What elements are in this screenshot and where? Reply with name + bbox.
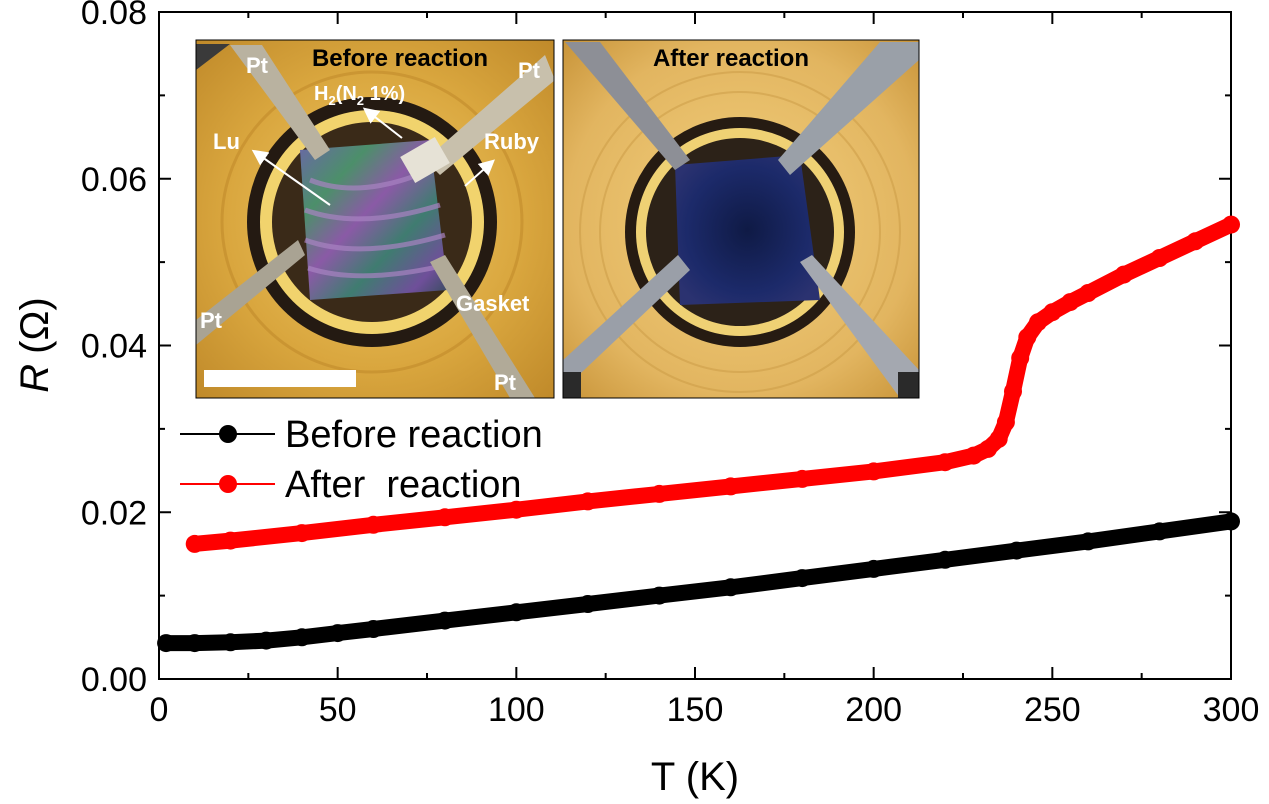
data-point [936,550,955,569]
data-point [435,508,454,527]
y-tick-label: 0.08 [81,0,147,32]
x-tick-label: 50 [319,691,357,729]
inset-after-frame [562,39,920,399]
x-tick-label: 300 [1203,691,1260,729]
data-point [864,462,883,481]
legend: Before reaction After reaction [180,414,543,506]
inset-label-pt-top-left: Pt [246,53,269,78]
x-tick-label: 150 [667,691,724,729]
data-point [1150,522,1169,541]
data-point [1222,512,1240,531]
inset-label-ruby: Ruby [484,129,540,154]
inset-label-pt-bottom-right: Pt [494,370,517,395]
series-before-reaction [157,512,1240,653]
data-point [507,500,526,519]
data-point [364,620,383,638]
inset-before-title: Before reaction [312,45,488,72]
y-axis-unit: (Ω) [13,297,57,354]
data-point [996,413,1015,432]
inset-label-pt-bottom-left: Pt [200,308,223,333]
inset-before-frame [195,39,555,399]
y-tick-label: 0.04 [81,328,147,366]
series-after-reaction [185,215,1240,553]
y-axis-title: R (Ω) [13,297,57,392]
data-point [1061,293,1080,312]
inset-after-reaction [563,40,919,398]
x-tick-label: 250 [1024,691,1081,729]
data-point [185,634,204,653]
data-point [989,429,1008,448]
inset-label-lu: Lu [213,129,240,154]
inset-after-title: After reaction [653,45,809,72]
data-point [721,477,740,496]
data-point [221,531,240,550]
data-point [793,569,812,588]
data-point [1004,382,1022,401]
data-point [1079,532,1098,551]
data-point [292,628,311,647]
data-point [1007,541,1026,560]
series-line [158,513,1239,652]
data-point [1011,349,1030,367]
data-point [507,603,526,622]
legend-label-after: After reaction [285,464,522,506]
data-point [435,611,454,630]
y-tick-label: 0.06 [81,161,147,199]
x-tick-label: 0 [150,691,169,729]
inset-arrow-ruby [464,159,495,187]
inset-arrow-lu [251,149,331,206]
inset-label-pt-top-right: Pt [518,58,541,83]
data-point [864,559,883,578]
data-point [292,524,311,543]
legend-marker-before [219,425,237,443]
data-point [1018,328,1037,347]
inset-arrow-h2 [362,107,403,139]
data-point [578,595,597,613]
data-point [1029,313,1047,332]
data-point [157,634,176,653]
data-point [650,586,669,605]
y-axis-symbol: R [13,364,57,393]
x-axis-title: T (K) [651,755,739,799]
data-point [793,469,812,488]
data-point [185,534,204,553]
data-point [1186,232,1205,251]
inset-label-gasket: Gasket [456,291,530,316]
data-point [364,515,383,534]
inset-before-reaction [196,40,554,398]
data-point [578,492,597,511]
data-point [257,631,276,650]
y-tick-label: 0.02 [81,494,147,532]
data-point [1150,249,1169,267]
data-point [328,624,347,643]
data-point [221,633,240,652]
legend-marker-after [219,475,237,493]
data-point [650,484,669,503]
data-point [1079,284,1098,302]
y-axis-ticks: 0.00 0.02 0.04 0.06 0.08 [81,0,1231,699]
x-tick-label: 100 [488,691,545,729]
data-point [936,453,955,472]
data-point [964,446,983,465]
legend-label-before: Before reaction [285,414,543,456]
inset-label-h2-n2: H2(N2 1%) [314,83,405,108]
data-point [721,578,740,597]
series-layer [157,215,1240,653]
data-point [1114,265,1133,284]
x-axis-ticks: 0 50 100 150 200 250 300 [150,12,1260,729]
y-tick-label: 0.00 [81,661,147,699]
data-point [1222,215,1240,234]
x-tick-label: 200 [845,691,902,729]
data-point [1043,303,1062,322]
